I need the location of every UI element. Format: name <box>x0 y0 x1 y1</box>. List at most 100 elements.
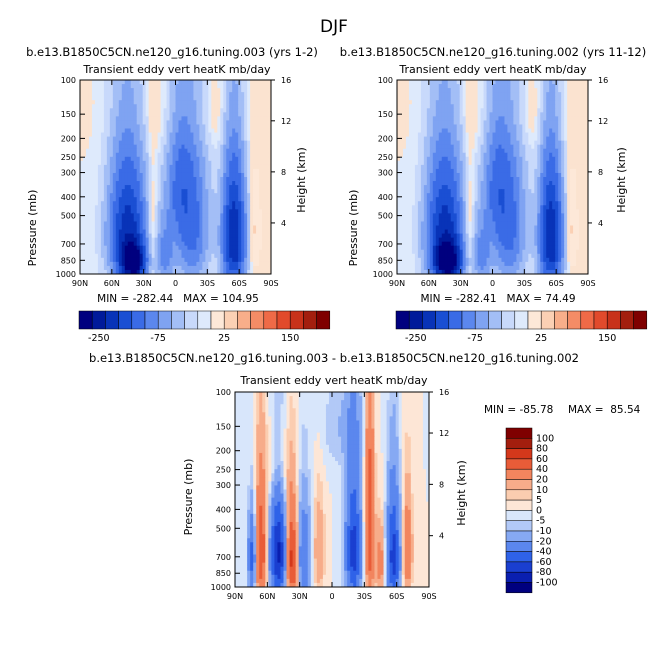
field-cell <box>561 120 565 125</box>
field-cell <box>229 120 233 125</box>
field-cell <box>441 120 446 125</box>
field-cell <box>244 132 248 137</box>
field-cell <box>139 265 144 271</box>
field-cell <box>142 265 147 271</box>
field-cell <box>519 120 523 125</box>
field-cell <box>229 152 233 158</box>
field-cell <box>127 177 132 182</box>
field-cell <box>519 181 523 186</box>
field-cell <box>124 249 129 255</box>
field-cell <box>525 177 529 182</box>
field-cell <box>519 116 523 121</box>
field-cell <box>157 172 161 178</box>
field-cell <box>486 88 490 93</box>
field-cell <box>522 88 526 93</box>
field-cell <box>211 209 215 214</box>
field-cell <box>250 205 254 210</box>
field-cell <box>124 96 129 101</box>
field-cell <box>211 233 215 239</box>
field-cell <box>474 148 478 154</box>
field-cell <box>205 249 209 255</box>
field-cell <box>253 201 257 206</box>
field-cell <box>501 177 505 182</box>
field-cell <box>115 269 120 275</box>
colorbar-swatch <box>316 310 331 330</box>
field-cell <box>232 124 236 129</box>
field-cell <box>80 108 84 113</box>
field-cell <box>211 185 215 190</box>
field-cell <box>190 156 194 162</box>
field-cell <box>522 164 526 170</box>
field-cell <box>450 96 455 101</box>
field-cell <box>522 140 526 146</box>
field-cell <box>444 140 449 146</box>
field-cell <box>202 193 206 198</box>
field-cell <box>229 80 233 85</box>
field-cell <box>91 136 96 142</box>
field-cell <box>516 160 520 166</box>
field-cell <box>483 136 487 142</box>
field-cell <box>486 193 490 198</box>
field-cell <box>193 269 197 275</box>
field-cell <box>438 160 443 166</box>
field-cell <box>214 144 218 150</box>
field-cell <box>492 189 496 194</box>
field-cell <box>408 144 413 150</box>
field-cell <box>208 249 212 255</box>
field-cell <box>501 168 505 174</box>
field-cell <box>429 92 434 97</box>
field-cell <box>531 152 535 158</box>
field-cell <box>498 88 502 93</box>
field-cell <box>235 261 239 267</box>
field-cell <box>85 245 90 251</box>
field-cell <box>208 152 212 158</box>
field-cell <box>241 120 245 125</box>
field-cell <box>91 261 96 267</box>
field-cell <box>127 100 132 105</box>
field-cell <box>190 197 194 202</box>
field-cell <box>507 152 511 158</box>
field-cell <box>205 201 209 206</box>
field-cell <box>522 193 526 198</box>
field-cell <box>220 213 224 218</box>
field-cell <box>582 120 586 125</box>
field-cell <box>178 80 182 85</box>
field-cell <box>211 124 215 129</box>
field-cell <box>426 112 431 117</box>
field-cell <box>241 205 245 210</box>
field-cell <box>489 160 493 166</box>
field-cell <box>109 245 114 251</box>
field-cell <box>420 148 425 154</box>
field-cell <box>202 172 206 178</box>
field-cell <box>486 120 490 125</box>
field-cell <box>121 164 126 170</box>
field-cell <box>106 172 111 178</box>
field-cell <box>486 156 490 162</box>
field-cell <box>432 144 437 150</box>
field-cell <box>519 124 523 129</box>
field-cell <box>501 172 505 178</box>
field-cell <box>205 233 209 239</box>
field-cell <box>411 92 416 97</box>
field-cell <box>151 80 156 85</box>
field-cell <box>567 164 571 170</box>
field-cell <box>148 136 153 142</box>
field-cell <box>447 88 452 93</box>
field-cell <box>262 124 266 129</box>
field-cell <box>444 181 449 186</box>
field-cell <box>585 120 589 125</box>
field-cell <box>220 128 224 133</box>
field-cell <box>504 160 508 166</box>
field-cell <box>241 201 245 206</box>
field-cell <box>229 100 233 105</box>
field-cell <box>205 96 209 101</box>
field-cell <box>531 120 535 125</box>
field-cell <box>411 185 416 190</box>
field-cell <box>80 80 84 85</box>
field-cell <box>576 88 580 93</box>
field-cell <box>160 164 164 170</box>
field-cell <box>501 144 505 150</box>
field-cell <box>259 108 263 113</box>
field-cell <box>570 100 574 105</box>
field-cell <box>250 241 254 247</box>
